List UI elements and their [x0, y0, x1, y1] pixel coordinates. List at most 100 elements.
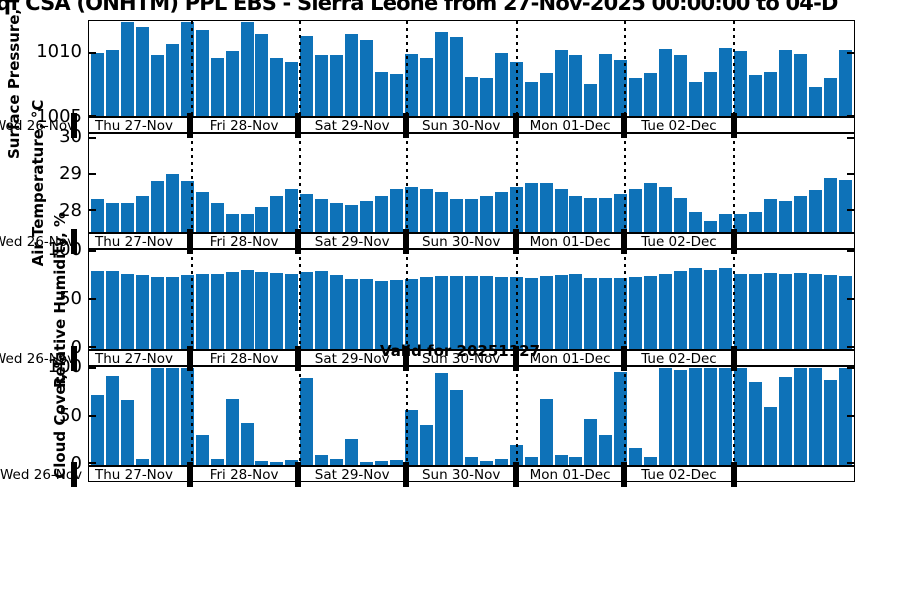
day-tick [621, 113, 628, 138]
y-tick-mark [847, 366, 854, 369]
bar [120, 22, 134, 116]
day-tick [512, 346, 519, 371]
bar [345, 33, 359, 116]
day-label: Thu 27-Nov [94, 351, 174, 367]
day-boundary-line [190, 250, 193, 349]
bar [464, 457, 478, 465]
bar [434, 192, 448, 232]
bar [659, 48, 673, 116]
bar [360, 278, 374, 349]
bar [524, 81, 538, 116]
y-tick-label: 28 [59, 199, 82, 221]
bar [330, 203, 344, 232]
bar [225, 272, 239, 349]
bar [778, 377, 792, 465]
y-tick-label: 50 [59, 288, 82, 309]
bar [808, 86, 822, 116]
bar [330, 55, 344, 116]
left-day-label: Wed 26-Nov [0, 118, 76, 134]
bar [674, 369, 688, 465]
day-label: Sat 29-Nov [314, 118, 390, 134]
bar [375, 280, 389, 349]
day-tick [730, 346, 737, 371]
bar [464, 275, 478, 349]
bar [419, 425, 433, 465]
day-label: Sun 30-Nov [421, 118, 501, 134]
bar [330, 459, 344, 465]
bar [210, 459, 224, 465]
bar [135, 195, 149, 232]
day-label: Thu 27-Nov [94, 467, 174, 483]
bar [150, 367, 164, 465]
day-boundary-line [298, 21, 301, 116]
bar [315, 271, 329, 349]
day-tick [512, 229, 519, 254]
bar [255, 272, 269, 349]
y-tick-mark [847, 462, 854, 465]
bar [793, 367, 807, 465]
day-label: Fri 28-Nov [209, 234, 279, 250]
bar [375, 71, 389, 116]
y-tick-label: 29 [59, 162, 82, 184]
bar [434, 372, 448, 465]
bar [270, 273, 284, 349]
bar [629, 447, 643, 465]
bar [315, 454, 329, 465]
bar [315, 199, 329, 232]
bar [763, 71, 777, 116]
y-tick-mark [847, 136, 854, 139]
bar [494, 276, 508, 349]
bar [763, 199, 777, 232]
day-tick [730, 462, 737, 487]
bar [285, 61, 299, 116]
y-tick-label: 1010 [36, 41, 82, 63]
y-tick-mark [89, 249, 96, 252]
bar [599, 53, 613, 116]
day-boundary-line [515, 21, 518, 116]
day-label-row [88, 233, 855, 249]
day-label: Sun 30-Nov [421, 467, 501, 483]
bar [704, 221, 718, 232]
day-tick [295, 346, 302, 371]
bar [763, 406, 777, 465]
bar [255, 33, 269, 116]
bar [584, 197, 598, 232]
bar [300, 194, 314, 232]
day-label: Sat 29-Nov [314, 467, 390, 483]
y-tick-mark [89, 298, 96, 301]
day-boundary-line [406, 250, 409, 349]
bar [569, 55, 583, 116]
bar [165, 276, 179, 349]
bar [255, 461, 269, 465]
bar [704, 270, 718, 349]
bar [748, 212, 762, 232]
bar [150, 181, 164, 232]
panel-1 [88, 20, 855, 117]
bar [479, 275, 493, 349]
day-label: Mon 01-Dec [529, 467, 611, 483]
bar [345, 439, 359, 465]
bar [120, 400, 134, 465]
y-tick-mark [89, 51, 96, 54]
bar [345, 278, 359, 349]
bar [763, 273, 777, 349]
day-tick [295, 462, 302, 487]
bar [330, 275, 344, 349]
day-tick [71, 462, 77, 487]
bar [494, 459, 508, 465]
day-boundary-line [515, 134, 518, 232]
bar [644, 275, 658, 349]
day-label-row [88, 466, 855, 482]
bar [659, 186, 673, 232]
day-label: Sun 30-Nov [421, 351, 501, 367]
bar [285, 188, 299, 232]
bar [360, 40, 374, 116]
day-tick [403, 462, 410, 487]
chart-title: qf CSA (ONHTM) PPL EBS - Sierra Leone fr… [0, 0, 838, 15]
bar [195, 29, 209, 116]
bar [823, 275, 837, 349]
bar [479, 78, 493, 116]
bar [539, 399, 553, 465]
bar [644, 457, 658, 465]
bar [449, 275, 463, 349]
